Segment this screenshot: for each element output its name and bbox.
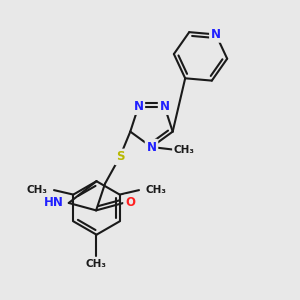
- Text: S: S: [116, 150, 124, 164]
- Text: HN: HN: [44, 196, 63, 209]
- Text: CH₃: CH₃: [86, 259, 107, 269]
- Text: N: N: [160, 100, 170, 113]
- Text: O: O: [125, 196, 135, 209]
- Text: CH₃: CH₃: [174, 145, 195, 155]
- Text: N: N: [134, 100, 143, 113]
- Text: CH₃: CH₃: [26, 185, 47, 195]
- Text: N: N: [211, 28, 221, 41]
- Text: CH₃: CH₃: [146, 185, 167, 195]
- Text: N: N: [146, 140, 157, 154]
